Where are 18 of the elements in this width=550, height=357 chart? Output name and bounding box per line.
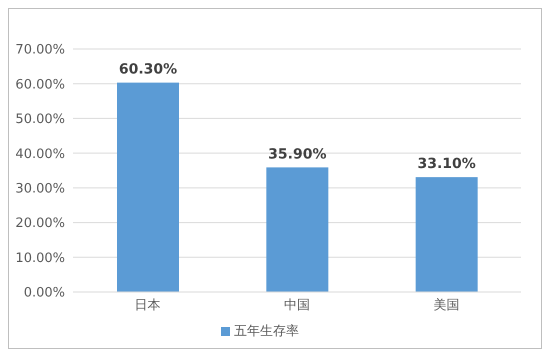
data-label: 35.90% [268, 146, 326, 162]
bar [266, 167, 328, 292]
y-tick-label: 30.00% [15, 181, 65, 196]
y-tick-label: 40.00% [15, 146, 65, 162]
y-tick-label: 0.00% [24, 286, 65, 301]
y-tick-label: 50.00% [15, 112, 65, 128]
x-tick-label: 日本 [134, 298, 161, 314]
bar [117, 82, 179, 292]
x-tick-label: 中国 [284, 298, 310, 314]
data-label: 33.10% [418, 156, 476, 172]
legend-label: 五年生存率 [234, 324, 299, 339]
data-label: 60.30% [118, 62, 178, 78]
y-tick-label: 10.00% [15, 250, 65, 266]
y-tick-label: 70.00% [15, 42, 65, 58]
y-tick-label: 20.00% [15, 216, 65, 232]
y-tick-label: 60.00% [15, 77, 65, 92]
bar [416, 177, 478, 292]
x-tick-label: 美国 [433, 297, 460, 314]
